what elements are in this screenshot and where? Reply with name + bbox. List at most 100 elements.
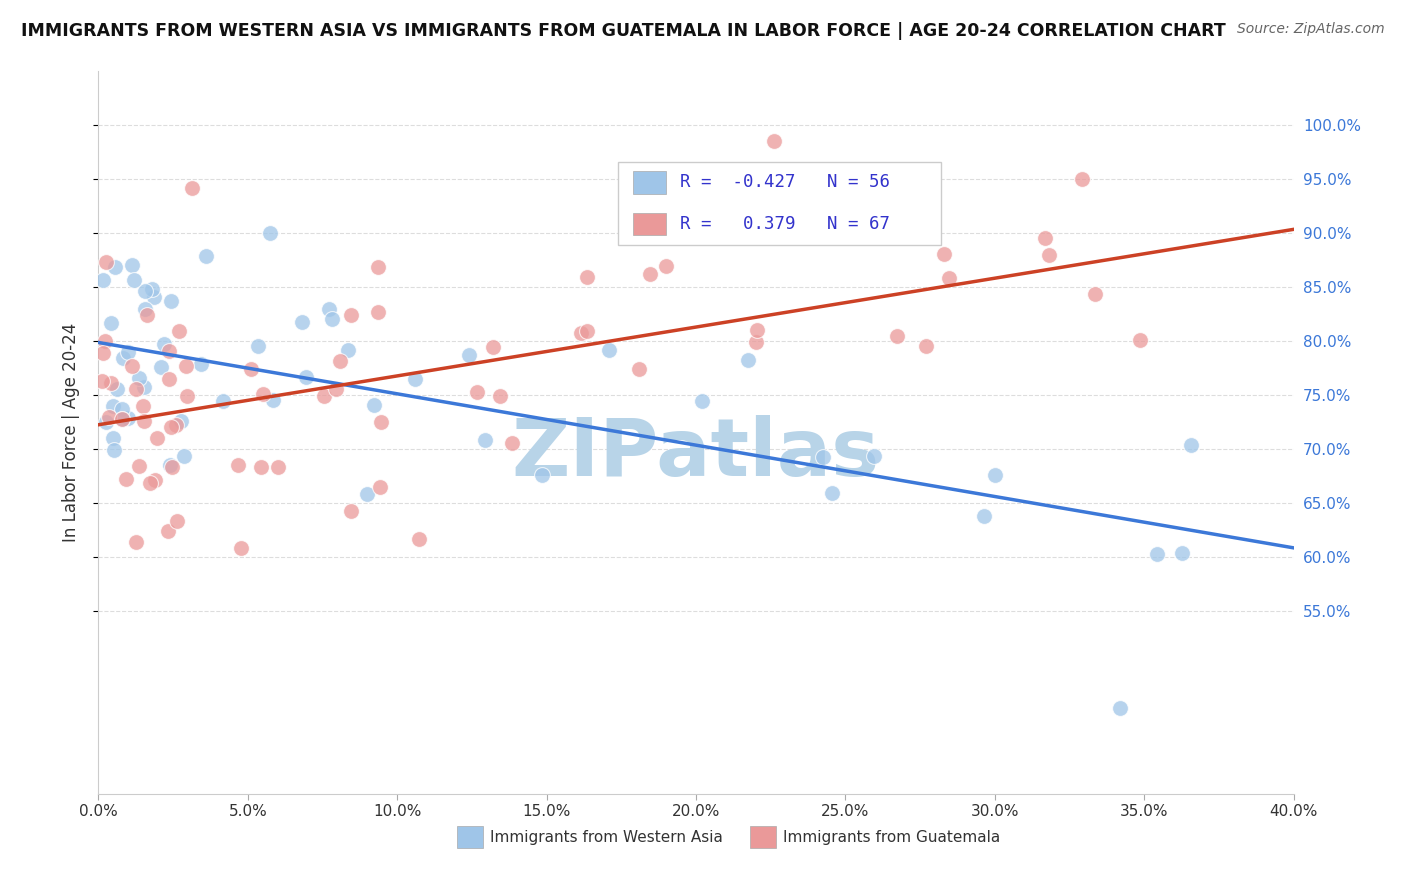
Point: [862, 449, 884, 463]
Point: [229, 541, 252, 555]
Point: [745, 323, 768, 337]
Point: [370, 415, 392, 429]
Point: [134, 413, 156, 427]
Point: [356, 486, 378, 500]
Point: [98, 410, 121, 425]
Point: [368, 480, 391, 494]
Point: [474, 433, 496, 447]
Point: [501, 436, 523, 450]
Point: [336, 343, 359, 358]
Point: [100, 376, 122, 391]
Point: [318, 302, 340, 317]
Point: [103, 443, 125, 458]
Y-axis label: In Labor Force | Age 20-24: In Labor Force | Age 20-24: [62, 323, 80, 542]
Point: [252, 387, 274, 401]
Point: [128, 370, 150, 384]
Point: [111, 411, 134, 425]
Point: [465, 385, 488, 400]
Point: [576, 324, 599, 338]
Point: [152, 336, 174, 351]
Point: [1038, 248, 1060, 262]
Point: [103, 260, 125, 275]
Point: [404, 372, 426, 386]
Point: [169, 325, 191, 339]
Point: [811, 450, 834, 464]
Point: [886, 329, 908, 343]
Point: [111, 411, 134, 425]
Point: [569, 326, 592, 340]
Point: [250, 460, 273, 475]
Point: [162, 460, 184, 475]
Point: [530, 468, 553, 483]
FancyBboxPatch shape: [619, 161, 941, 244]
Point: [101, 399, 124, 413]
Point: [101, 432, 124, 446]
Point: [934, 247, 956, 261]
Point: [160, 294, 183, 309]
Point: [212, 394, 235, 409]
Point: [128, 459, 150, 474]
Point: [638, 267, 661, 281]
Point: [1171, 546, 1194, 560]
Point: [174, 359, 197, 374]
Point: [598, 343, 620, 358]
Point: [240, 361, 263, 376]
Point: [267, 460, 290, 475]
FancyBboxPatch shape: [633, 171, 666, 194]
Point: [489, 389, 512, 403]
Point: [166, 514, 188, 528]
Point: [156, 524, 179, 539]
Point: [141, 282, 163, 296]
Point: [132, 399, 155, 413]
Point: [134, 380, 156, 394]
Point: [246, 339, 269, 353]
Point: [94, 254, 117, 268]
Point: [973, 508, 995, 523]
Point: [117, 345, 139, 359]
Text: IMMIGRANTS FROM WESTERN ASIA VS IMMIGRANTS FROM GUATEMALA IN LABOR FORCE | AGE 2: IMMIGRANTS FROM WESTERN ASIA VS IMMIGRAN…: [21, 22, 1226, 40]
Point: [367, 260, 389, 275]
Point: [984, 468, 1007, 483]
Point: [157, 372, 180, 386]
Point: [627, 361, 650, 376]
Text: ZIPatlas: ZIPatlas: [512, 416, 880, 493]
Point: [165, 417, 187, 432]
Point: [821, 485, 844, 500]
Point: [325, 382, 347, 396]
Point: [228, 458, 250, 473]
Point: [111, 401, 134, 416]
Point: [655, 259, 678, 273]
Point: [136, 308, 159, 322]
Point: [115, 472, 138, 486]
Point: [121, 359, 143, 374]
Text: Immigrants from Western Asia: Immigrants from Western Asia: [491, 830, 723, 845]
Point: [134, 301, 156, 316]
Point: [1129, 333, 1152, 347]
Point: [737, 352, 759, 367]
Point: [745, 334, 768, 349]
Point: [121, 258, 143, 272]
Point: [125, 382, 148, 396]
Point: [181, 180, 204, 194]
Point: [321, 312, 343, 326]
Point: [157, 343, 180, 358]
Point: [482, 341, 505, 355]
Text: R =  -0.427   N = 56: R = -0.427 N = 56: [681, 173, 890, 192]
Point: [91, 346, 114, 360]
Point: [262, 393, 284, 408]
Point: [122, 273, 145, 287]
Point: [94, 334, 117, 348]
Point: [139, 476, 162, 491]
Point: [1146, 547, 1168, 561]
Point: [142, 290, 165, 304]
Point: [170, 414, 193, 428]
Point: [146, 431, 169, 445]
Point: [100, 316, 122, 330]
Point: [339, 308, 361, 322]
Point: [576, 270, 599, 285]
FancyBboxPatch shape: [749, 826, 776, 848]
Point: [312, 389, 335, 403]
Point: [112, 351, 135, 366]
Point: [329, 353, 352, 368]
Point: [1033, 230, 1056, 244]
